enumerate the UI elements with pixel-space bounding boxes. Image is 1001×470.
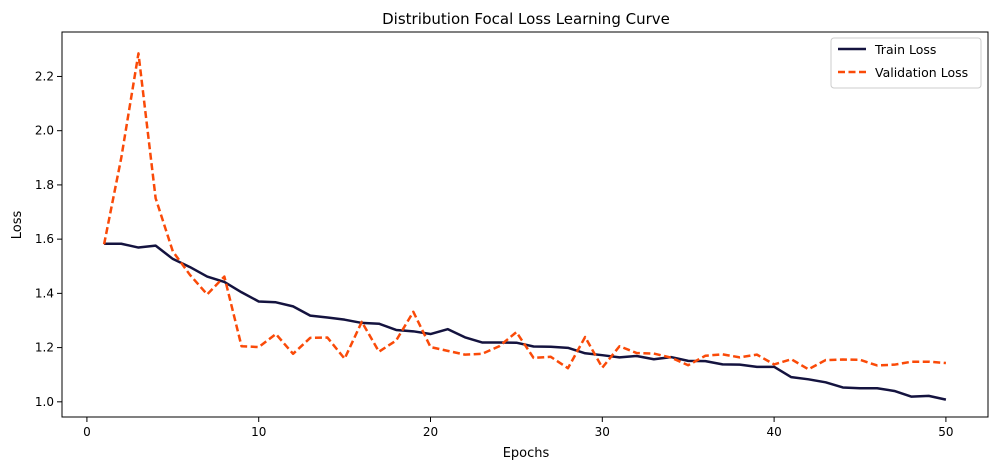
y-tick-label: 1.2 xyxy=(35,341,54,355)
plot-area xyxy=(102,52,947,401)
x-tick-label: 20 xyxy=(423,425,438,439)
y-tick-label: 1.4 xyxy=(35,286,54,300)
y-tick-label: 2.2 xyxy=(35,69,54,83)
chart-title: Distribution Focal Loss Learning Curve xyxy=(382,10,670,28)
legend: Train Loss Validation Loss xyxy=(830,37,982,89)
legend-box xyxy=(830,37,982,89)
y-tick-label: 1.6 xyxy=(35,232,54,246)
x-tick-label: 0 xyxy=(83,425,91,439)
y-tick-label: 1.0 xyxy=(35,395,54,409)
series-line-train-loss xyxy=(104,242,947,401)
x-axis-ticks: 0 10 20 30 40 50 xyxy=(83,417,954,439)
y-axis-label: Loss xyxy=(10,211,25,240)
x-tick-label: 40 xyxy=(766,425,781,439)
x-tick-label: 30 xyxy=(595,425,610,439)
series-line-validation-loss xyxy=(102,52,947,371)
x-axis-label: Epochs xyxy=(503,446,550,461)
y-axis-ticks: 1.0 1.2 1.4 1.6 1.8 2.0 2.2 xyxy=(35,69,62,409)
x-tick-label: 10 xyxy=(251,425,266,439)
legend-label-validation-loss: Validation Loss xyxy=(875,65,968,80)
y-tick-label: 2.0 xyxy=(35,124,54,138)
x-tick-label: 50 xyxy=(938,425,953,439)
plot-frame xyxy=(61,31,989,418)
legend-label-train-loss: Train Loss xyxy=(874,42,936,57)
y-tick-label: 1.8 xyxy=(35,178,54,192)
